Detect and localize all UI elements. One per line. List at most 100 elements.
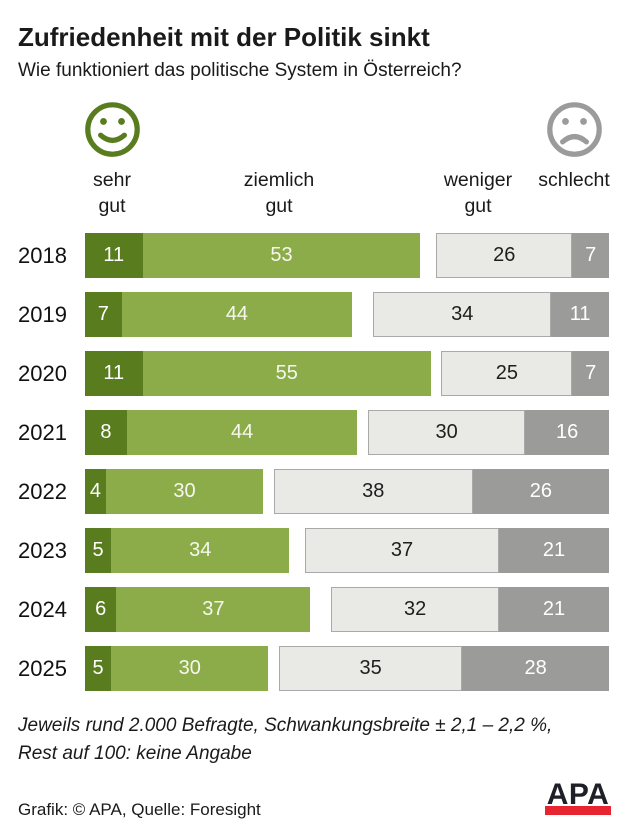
- apa-logo-red-bar: [545, 806, 611, 815]
- bar-segment-weniger-gut: 26: [436, 233, 573, 278]
- bar-group-left: 8 44: [85, 410, 358, 455]
- bar-value: 37: [202, 598, 225, 620]
- bar-group-right: 25 7: [441, 351, 609, 396]
- bar-value: 21: [542, 598, 566, 620]
- chart-row-2021: 2021 8 44 30 16: [18, 410, 609, 455]
- bar-segment-schlecht: 16: [525, 410, 609, 455]
- bar-segment-sehr-gut: 11: [85, 233, 143, 278]
- bar-value: 7: [585, 362, 597, 384]
- bar-group-right: 37 21: [305, 528, 609, 573]
- chart-row-2020: 2020 11 55 25 7: [18, 351, 609, 396]
- year-label: 2018: [18, 242, 67, 268]
- bar-track: 6 37 32 21: [85, 587, 609, 632]
- bar-group-left: 5 34: [85, 528, 290, 573]
- year-label: 2023: [18, 537, 67, 563]
- bar-value: 11: [103, 362, 125, 384]
- bar-segment-weniger-gut: 34: [373, 292, 552, 337]
- bar-segment-schlecht: 26: [472, 469, 609, 514]
- chart-rows: 2018 11 53 26 7 2019 7 44 34 11 2020 11 55 25 7 2021 8 44…: [18, 233, 609, 705]
- year-label: 2022: [18, 478, 67, 504]
- bar-group-right: 35 28: [278, 646, 609, 691]
- bar-value: 30: [173, 480, 196, 502]
- apa-logo: APA: [545, 778, 611, 815]
- year-label: 2024: [18, 596, 67, 622]
- bar-value: 16: [555, 421, 579, 443]
- bar-value: 28: [524, 657, 547, 679]
- bar-group-left: 7 44: [85, 292, 353, 337]
- year-label: 2025: [18, 655, 67, 681]
- bar-value: 34: [451, 303, 474, 325]
- bar-value: 53: [270, 244, 293, 266]
- bar-segment-sehr-gut: 5: [85, 646, 112, 691]
- bar-value: 44: [225, 303, 249, 325]
- smiley-happy-icon: [85, 102, 140, 157]
- bar-segment-schlecht: 21: [498, 587, 609, 632]
- bar-group-left: 4 30: [85, 469, 264, 514]
- bar-track: 11 53 26 7: [85, 233, 609, 278]
- legend-label-sehr-gut: sehr gut: [93, 169, 131, 217]
- bar-track: 11 55 25 7: [85, 351, 609, 396]
- bar-segment-sehr-gut: 6: [85, 587, 117, 632]
- bar-track: 5 30 35 28: [85, 646, 609, 691]
- bar-value: 37: [390, 539, 414, 561]
- bar-value: 30: [435, 421, 458, 443]
- bar-segment-schlecht: 7: [572, 351, 609, 396]
- page-subtitle: Wie funktioniert das politische System i…: [18, 60, 462, 81]
- bar-value: 11: [103, 244, 125, 266]
- bar-segment-ziemlich-gut: 55: [142, 351, 431, 396]
- bar-segment-schlecht: 11: [551, 292, 609, 337]
- apa-logo-text: APA: [546, 778, 610, 811]
- bar-value: 35: [359, 657, 382, 679]
- bar-group-right: 30 16: [367, 410, 609, 455]
- bar-value: 26: [529, 480, 552, 502]
- bar-group-left: 11 55: [85, 351, 431, 396]
- bar-track: 7 44 34 11: [85, 292, 609, 337]
- bar-value: 21: [542, 539, 566, 561]
- bar-segment-schlecht: 28: [462, 646, 609, 691]
- bar-value: 8: [100, 421, 112, 443]
- chart-row-2022: 2022 4 30 38 26: [18, 469, 609, 514]
- bar-segment-weniger-gut: 38: [273, 469, 473, 514]
- bar-segment-ziemlich-gut: 44: [121, 292, 353, 337]
- bar-track: 5 34 37 21: [85, 528, 609, 573]
- source-credit: Grafik: © APA, Quelle: Foresight: [18, 800, 261, 819]
- bar-value: 26: [493, 244, 516, 266]
- bar-segment-ziemlich-gut: 30: [111, 646, 269, 691]
- bar-segment-weniger-gut: 25: [441, 351, 573, 396]
- legend-label-ziemlich-gut: ziemlich gut: [243, 169, 315, 217]
- bar-value: 6: [95, 598, 107, 620]
- bar-segment-sehr-gut: 4: [85, 469, 106, 514]
- bar-value: 32: [404, 598, 427, 620]
- chart-row-2019: 2019 7 44 34 11: [18, 292, 609, 337]
- bar-value: 11: [569, 303, 591, 325]
- bar-value: 4: [89, 480, 102, 502]
- bar-segment-ziemlich-gut: 37: [116, 587, 311, 632]
- chart-row-2024: 2024 6 37 32 21: [18, 587, 609, 632]
- bar-group-right: 32 21: [331, 587, 609, 632]
- bar-segment-sehr-gut: 11: [85, 351, 143, 396]
- chart-row-2018: 2018 11 53 26 7: [18, 233, 609, 278]
- bar-value: 34: [189, 539, 212, 561]
- year-label: 2021: [18, 419, 67, 445]
- bar-track: 8 44 30 16: [85, 410, 609, 455]
- bar-segment-ziemlich-gut: 30: [105, 469, 264, 514]
- year-label: 2019: [18, 301, 67, 327]
- bar-segment-schlecht: 7: [572, 233, 609, 278]
- bar-value: 38: [362, 480, 385, 502]
- bar-value: 5: [92, 539, 104, 561]
- bar-segment-weniger-gut: 37: [305, 528, 499, 573]
- bar-value: 30: [178, 657, 201, 679]
- bar-value: 55: [275, 362, 298, 384]
- bar-group-left: 6 37: [85, 587, 311, 632]
- bar-segment-weniger-gut: 35: [278, 646, 463, 691]
- bar-segment-weniger-gut: 30: [367, 410, 526, 455]
- bar-segment-ziemlich-gut: 44: [126, 410, 358, 455]
- legend-label-weniger-gut: weniger gut: [443, 169, 513, 217]
- page-title: Zufriedenheit mit der Politik sinkt: [18, 22, 430, 52]
- bar-group-left: 11 53: [85, 233, 421, 278]
- bar-segment-sehr-gut: 5: [85, 528, 112, 573]
- bar-segment-ziemlich-gut: 53: [142, 233, 421, 278]
- chart-row-2023: 2023 5 34 37 21: [18, 528, 609, 573]
- footnote-line-1: Jeweils rund 2.000 Befragte, Schwankungs…: [18, 715, 553, 736]
- bar-track: 4 30 38 26: [85, 469, 609, 514]
